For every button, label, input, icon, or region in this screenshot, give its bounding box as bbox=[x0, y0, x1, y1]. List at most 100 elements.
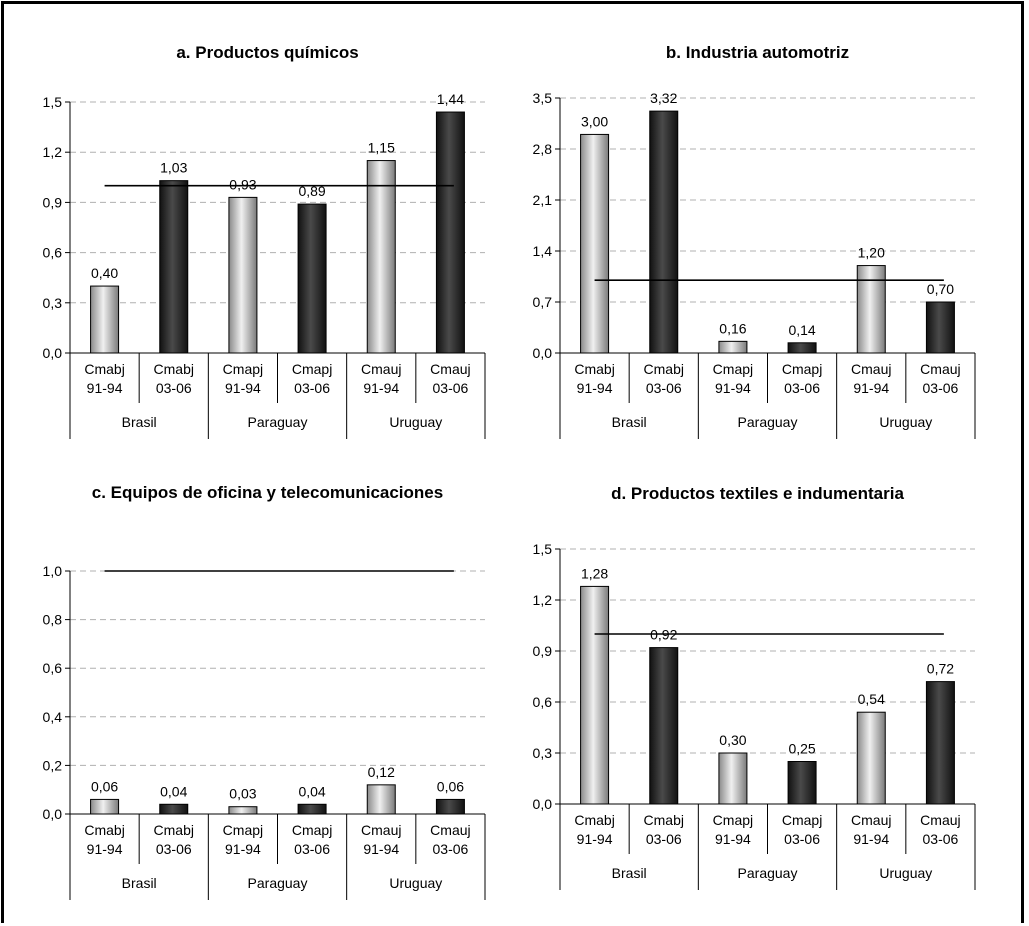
x-category-label: Cmabj bbox=[154, 361, 194, 377]
x-category-label: 91-94 bbox=[87, 380, 123, 396]
x-group-label-brasil: Brasil bbox=[612, 865, 647, 881]
bar-cmauj-03-06 bbox=[925, 681, 955, 805]
x-group-label-paraguay: Paraguay bbox=[738, 414, 798, 430]
chart-c-title: c. Equipos de oficina y telecomunicacion… bbox=[92, 483, 443, 502]
x-category-label: 03-06 bbox=[294, 380, 330, 396]
bar-cmabj-03-06 bbox=[649, 647, 679, 805]
chart-c-svg: c. Equipos de oficina y telecomunicacion… bbox=[43, 483, 486, 900]
bar-cmauj-91-94 bbox=[856, 711, 886, 805]
chart-a-svg: a. Productos químicos 0,0 0,3 0,6 0,9 1,2 1,5 0… bbox=[43, 43, 486, 439]
data-label: 1,28 bbox=[581, 565, 608, 581]
y-tick-label: 3,5 bbox=[533, 90, 553, 106]
x-category-label: Cmabj bbox=[644, 812, 684, 828]
x-category-label: 91-94 bbox=[225, 841, 261, 857]
y-tick-label: 1,5 bbox=[533, 541, 553, 557]
x-category-label: 03-06 bbox=[156, 380, 192, 396]
x-category-label: Cmabj bbox=[574, 361, 614, 377]
x-group-label-uruguay: Uruguay bbox=[879, 414, 932, 430]
y-tick-label: 0,6 bbox=[43, 660, 63, 676]
x-category-label: 03-06 bbox=[646, 831, 682, 847]
y-tick-label: 0,3 bbox=[43, 295, 63, 311]
y-tick-label: 0,2 bbox=[43, 757, 63, 773]
x-category-label: 91-94 bbox=[715, 380, 751, 396]
chart-panel-d: d. Productos textiles e indumentaria 0,0 0… bbox=[505, 479, 1005, 919]
bar-cmabj-91-94 bbox=[90, 798, 120, 815]
data-label: 3,32 bbox=[650, 90, 677, 106]
chart-d-svg: d. Productos textiles e indumentaria 0,0 0… bbox=[533, 484, 976, 890]
x-category-label: Cmauj bbox=[851, 812, 891, 828]
y-tick-label: 0,6 bbox=[533, 694, 553, 710]
x-category-label: 03-06 bbox=[784, 380, 820, 396]
bar-cmauj-91-94 bbox=[366, 784, 396, 815]
x-category-label: 03-06 bbox=[433, 380, 469, 396]
x-group-label-paraguay: Paraguay bbox=[248, 414, 308, 430]
x-category-label: Cmapj bbox=[713, 812, 753, 828]
x-category-label: Cmapj bbox=[292, 361, 332, 377]
chart-panel-b: b. Industria automotriz 0,0 0,7 1,4 2,1 2,8 3,… bbox=[505, 38, 1005, 478]
x-category-label: Cmabj bbox=[154, 822, 194, 838]
x-category-label: Cmabj bbox=[84, 361, 124, 377]
data-label: 0,14 bbox=[788, 322, 815, 338]
x-category-label: Cmapj bbox=[782, 361, 822, 377]
x-category-label: Cmapj bbox=[713, 361, 753, 377]
data-label: 0,40 bbox=[91, 265, 118, 281]
x-group-label-uruguay: Uruguay bbox=[879, 865, 932, 881]
x-category-label: Cmapj bbox=[223, 822, 263, 838]
x-category-label: Cmauj bbox=[361, 822, 401, 838]
x-category-label: 91-94 bbox=[715, 831, 751, 847]
bar-cmauj-03-06 bbox=[925, 301, 955, 354]
bar-cmabj-03-06 bbox=[159, 803, 189, 815]
bar-cmapj-03-06 bbox=[787, 761, 817, 805]
x-category-label: 03-06 bbox=[923, 831, 959, 847]
y-tick-label: 0,7 bbox=[533, 294, 553, 310]
bar-cmabj-91-94 bbox=[580, 133, 610, 354]
x-group-label-brasil: Brasil bbox=[122, 875, 157, 891]
x-category-label: Cmauj bbox=[920, 812, 960, 828]
bar-cmapj-03-06 bbox=[787, 342, 817, 354]
data-label: 1,15 bbox=[368, 140, 395, 156]
y-tick-label: 0,0 bbox=[533, 345, 553, 361]
data-label: 1,20 bbox=[858, 245, 885, 261]
x-category-label: 03-06 bbox=[646, 380, 682, 396]
x-category-label: 91-94 bbox=[363, 380, 399, 396]
chart-panel-a: a. Productos químicos 0,0 0,3 0,6 0,9 1,2 1,5 0… bbox=[15, 38, 515, 478]
x-category-label: Cmauj bbox=[920, 361, 960, 377]
x-category-label: 03-06 bbox=[294, 841, 330, 857]
y-tick-label: 0,0 bbox=[43, 345, 63, 361]
bar-cmauj-03-06 bbox=[435, 798, 465, 815]
chart-b-svg: b. Industria automotriz 0,0 0,7 1,4 2,1 2,8 3,… bbox=[533, 43, 976, 439]
x-group-label-uruguay: Uruguay bbox=[389, 414, 442, 430]
bar-cmabj-03-06 bbox=[159, 180, 189, 354]
data-label: 0,06 bbox=[91, 778, 118, 794]
x-category-label: 91-94 bbox=[225, 380, 261, 396]
chart-a-title: a. Productos químicos bbox=[176, 43, 358, 62]
x-category-label: 91-94 bbox=[577, 380, 613, 396]
data-label: 0,72 bbox=[927, 661, 954, 677]
y-tick-label: 1,0 bbox=[43, 563, 63, 579]
y-tick-label: 0,6 bbox=[43, 245, 63, 261]
x-category-label: 03-06 bbox=[784, 831, 820, 847]
chart-d-title: d. Productos textiles e indumentaria bbox=[611, 484, 904, 503]
data-label: 0,25 bbox=[788, 741, 815, 757]
x-category-label: Cmauj bbox=[361, 361, 401, 377]
x-category-label: Cmabj bbox=[574, 812, 614, 828]
x-category-label: 91-94 bbox=[853, 831, 889, 847]
data-label: 0,93 bbox=[229, 176, 256, 192]
data-label: 0,12 bbox=[368, 764, 395, 780]
bar-cmapj-91-94 bbox=[718, 752, 748, 805]
data-label: 0,89 bbox=[298, 183, 325, 199]
x-group-label-brasil: Brasil bbox=[612, 414, 647, 430]
y-tick-label: 0,8 bbox=[43, 612, 63, 628]
chart-b-title: b. Industria automotriz bbox=[666, 43, 849, 62]
bar-cmapj-03-06 bbox=[297, 203, 327, 354]
bar-cmabj-91-94 bbox=[580, 585, 610, 805]
y-tick-label: 0,9 bbox=[533, 643, 553, 659]
bar-cmauj-03-06 bbox=[435, 111, 465, 354]
data-label: 3,00 bbox=[581, 113, 608, 129]
y-tick-label: 0,0 bbox=[533, 796, 553, 812]
x-category-label: 91-94 bbox=[577, 831, 613, 847]
x-category-label: Cmauj bbox=[430, 361, 470, 377]
x-category-label: Cmapj bbox=[782, 812, 822, 828]
y-tick-label: 0,0 bbox=[43, 806, 63, 822]
